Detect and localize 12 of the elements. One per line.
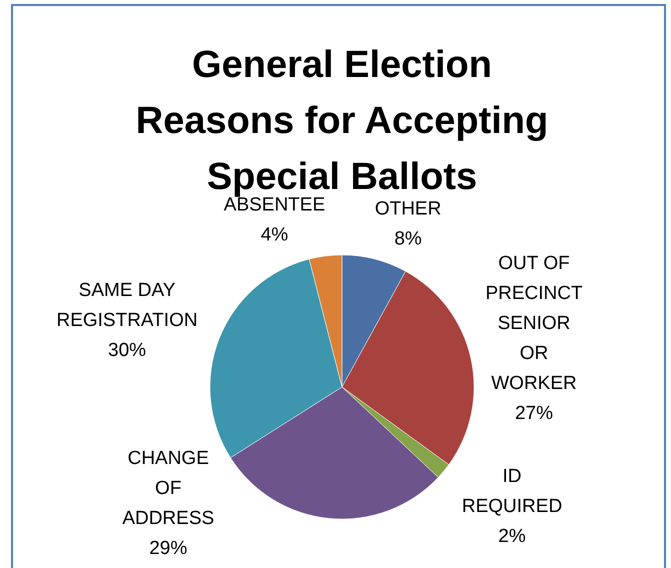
slice-label: OTHER — [374, 198, 442, 220]
slice-label: SAME DAY REGISTRATION — [56, 280, 198, 331]
data-label: 8% — [394, 228, 422, 250]
data-label: 4% — [260, 224, 288, 246]
data-label: 27% — [514, 402, 554, 424]
chart-title: General Election Reasons for Accepting Special Ballots — [136, 44, 548, 198]
data-label: 30% — [108, 340, 146, 361]
data-label: 29% — [149, 538, 188, 559]
slice-label: OUT OF PRECINCT SENIOR OR WORKER — [485, 252, 583, 394]
slice-label: CHANGE OF ADDRESS — [122, 448, 214, 529]
slice-label: ID REQUIRED — [462, 466, 562, 517]
data-label: 2% — [498, 526, 526, 547]
